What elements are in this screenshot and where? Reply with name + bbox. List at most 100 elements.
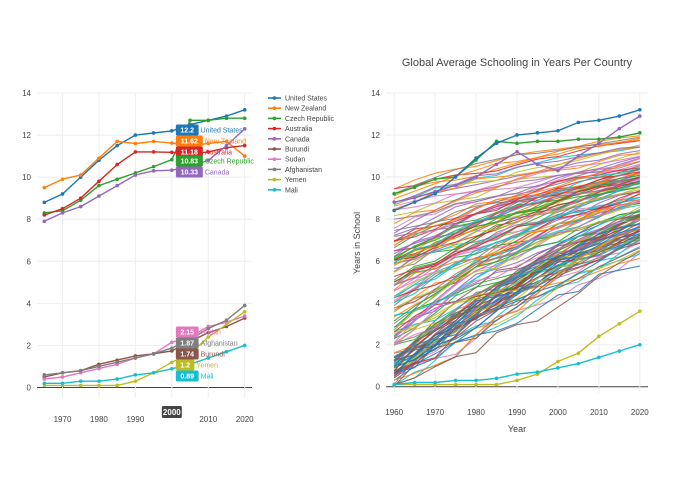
country-series-line <box>393 174 640 258</box>
series-point <box>224 322 229 327</box>
x-tick-label: 1980 <box>90 415 108 424</box>
series-point <box>242 309 247 314</box>
legend-label: United States <box>285 96 328 103</box>
series-point <box>453 378 458 383</box>
series-point <box>206 118 211 123</box>
series-point <box>242 314 247 318</box>
series-point <box>206 330 211 335</box>
series-point <box>597 355 601 360</box>
series-point <box>206 356 211 360</box>
legend-marker <box>272 177 277 182</box>
series-point <box>242 143 247 148</box>
legend-label: Sudan <box>285 157 305 164</box>
country-series-line <box>393 199 641 344</box>
series-point <box>151 139 156 144</box>
series-point <box>576 154 581 158</box>
series-point <box>494 376 499 381</box>
y-tick-label: 4 <box>376 299 381 308</box>
country-series-line <box>394 176 640 278</box>
country-series-line <box>394 155 640 211</box>
series-point <box>535 139 540 144</box>
series-point <box>78 379 83 383</box>
hover-series-name: United States <box>201 128 244 135</box>
hover-x-box <box>161 406 182 418</box>
hover-value-box <box>175 359 195 371</box>
series-point <box>453 183 458 188</box>
series-point <box>170 168 174 172</box>
legend-marker <box>272 157 277 161</box>
series-point <box>42 213 47 217</box>
series-point <box>115 177 119 182</box>
country-series-line <box>394 239 641 354</box>
series-line <box>44 117 245 214</box>
hover-series-name: Mali <box>201 374 214 381</box>
series-point <box>515 372 519 376</box>
legend-label: New Zealand <box>285 106 326 113</box>
legend-label: Australia <box>285 126 312 133</box>
series-point <box>115 377 119 381</box>
series-point <box>170 150 174 155</box>
hover-value-box <box>175 135 203 147</box>
country-series-line <box>393 180 641 297</box>
legend-label: Afghanistan <box>285 167 322 174</box>
x-tick-label: 2010 <box>590 408 608 417</box>
series-point <box>133 373 138 377</box>
y-tick-label: 14 <box>22 89 31 98</box>
hover-series-name: Yemen <box>196 363 218 370</box>
country-series-line <box>393 199 640 291</box>
series-point <box>617 135 622 139</box>
hover-value: 1.87 <box>180 341 194 348</box>
series-point <box>515 141 519 146</box>
legend-label: Czech Republic <box>285 116 335 123</box>
series-point <box>392 191 396 196</box>
series-line <box>44 311 246 387</box>
series-point <box>170 349 174 353</box>
hover-value: 2.15 <box>180 330 194 337</box>
series-point <box>638 309 642 313</box>
series-point <box>206 335 211 339</box>
hover-value-box <box>175 155 203 167</box>
series-point <box>133 173 138 177</box>
x-tick-label: 2010 <box>199 415 217 424</box>
series-point <box>556 139 560 144</box>
series-point <box>60 192 65 196</box>
country-series-line <box>393 173 640 266</box>
series-point <box>535 131 540 135</box>
x-tick-label: 1960 <box>385 408 403 417</box>
y-tick-label: 12 <box>22 131 31 140</box>
series-point <box>242 303 247 308</box>
x-tick-label: 2020 <box>631 408 649 417</box>
x-tick-label: 1970 <box>426 408 444 417</box>
series-point <box>115 162 119 167</box>
series-point <box>474 156 478 160</box>
series-point <box>115 143 119 148</box>
series-point <box>60 370 65 375</box>
series-point <box>206 150 211 154</box>
series-point <box>453 382 458 387</box>
series-point <box>474 378 478 383</box>
hover-series-name: Sudan <box>201 330 221 337</box>
hover-value: 11.18 <box>181 150 198 157</box>
series-point <box>97 383 101 388</box>
series-point <box>60 375 65 379</box>
series-point <box>115 383 119 388</box>
legend-label: Burundi <box>285 147 310 154</box>
y-tick-label: 4 <box>27 299 32 308</box>
x-tick-label: 1980 <box>467 408 485 417</box>
series-point <box>638 131 642 135</box>
series-point <box>78 196 83 200</box>
series-point <box>412 196 417 200</box>
legend-marker <box>272 106 277 110</box>
country-series-line <box>394 226 640 373</box>
hover-value: 0.89 <box>180 374 194 381</box>
series-point <box>170 340 174 345</box>
country-series-line <box>393 201 640 318</box>
right-plot: 0 2 4 6 8 10 12 14 1960 1970 1980 1990 2000 2010 2020 G… <box>352 57 649 434</box>
country-series-line <box>393 196 640 304</box>
x-tick-label: 2000 <box>549 408 567 417</box>
series-point <box>242 108 247 112</box>
y-tick-label: 6 <box>27 257 32 266</box>
series-point <box>151 370 156 375</box>
series-point <box>78 368 83 373</box>
